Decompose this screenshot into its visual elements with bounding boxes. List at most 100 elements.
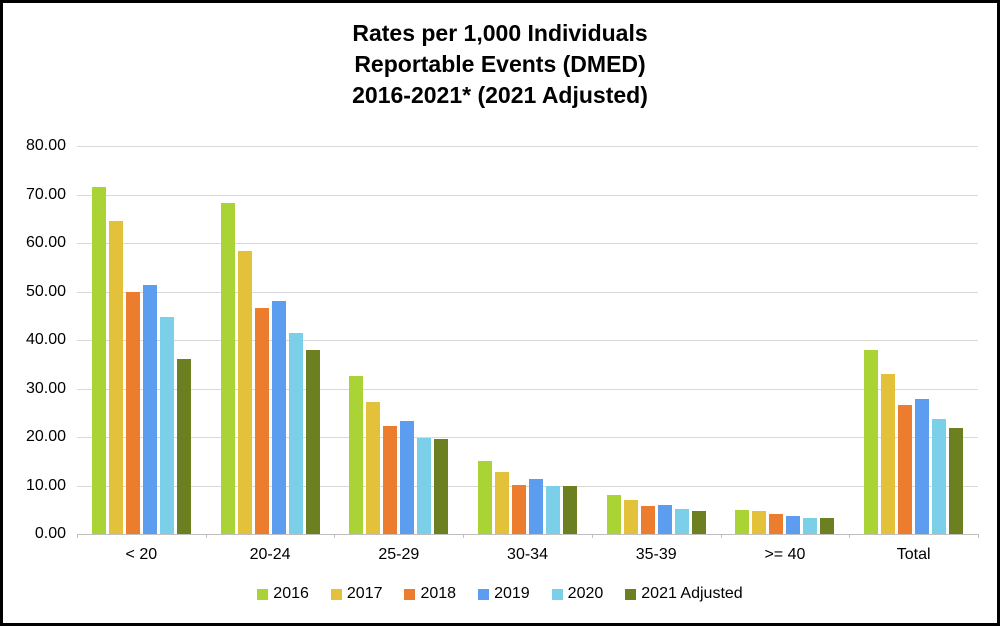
bar-2017-total [881, 373, 896, 534]
bar-2020-25-29 [417, 437, 432, 534]
bar-2019-20 [142, 284, 157, 534]
y-axis-label: 20.00 [25, 428, 66, 445]
bar-2018-25-29 [383, 425, 398, 534]
bar-2019-40 [786, 515, 801, 534]
bar-2021-adjusted-25-29 [434, 439, 449, 534]
y-axis-label: 70.00 [25, 185, 66, 203]
bar-2021-adjusted-20 [176, 359, 191, 534]
gridline [77, 340, 978, 341]
bar-2018-40 [769, 513, 784, 534]
bar-2016-20-24 [220, 203, 235, 534]
bar-2017-25-29 [366, 402, 381, 534]
bar-2021-adjusted-30-34 [563, 485, 577, 534]
bar-2020-40 [803, 518, 818, 534]
x-axis-tick [463, 534, 465, 538]
bar-2016-35-39 [606, 494, 621, 534]
bar-2017-20 [108, 221, 123, 534]
legend-item-2021-adjusted: 2021 Adjusted [625, 585, 743, 603]
gridline [77, 291, 978, 293]
x-axis-tick [978, 534, 979, 538]
x-axis-tick [720, 534, 722, 538]
bar-2016-20 [91, 187, 106, 534]
chart-title-line-3: 2016-2021* (2021 Adjusted) [352, 82, 648, 108]
gridline [77, 146, 978, 147]
x-axis-label: 25-29 [378, 546, 420, 563]
bar-2017-40 [752, 510, 767, 534]
gridline [77, 437, 978, 438]
y-axis-label: 40.00 [25, 331, 66, 348]
gridline [77, 243, 978, 244]
bar-2019-25-29 [400, 420, 415, 534]
bar-2018-20 [125, 292, 140, 534]
chart-title-line-2: Reportable Events (DMED) [354, 51, 646, 77]
x-axis-line [77, 534, 978, 535]
bar-2016-40 [735, 509, 750, 534]
legend-item-2018: 2018 [404, 585, 456, 603]
y-axis-label: 80.00 [25, 137, 66, 154]
y-axis-label: 30.00 [25, 379, 66, 397]
bar-2021-adjusted-20-24 [305, 350, 320, 534]
bar-2018-20-24 [254, 308, 269, 534]
gridline [77, 388, 978, 390]
legend-swatch-icon [625, 588, 637, 600]
legend-label: 2019 [494, 585, 530, 602]
bar-2020-total [932, 419, 947, 534]
legend-label: 2020 [567, 585, 604, 602]
bar-2016-30-34 [478, 460, 492, 534]
bar-2017-30-34 [495, 471, 509, 534]
x-axis-label: < 20 [125, 546, 158, 563]
bar-2017-20-24 [237, 250, 252, 534]
legend-label: 2016 [273, 585, 309, 602]
gridline [77, 485, 978, 487]
x-axis-label: >= 40 [764, 546, 806, 563]
legend-item-2017: 2017 [330, 585, 383, 603]
bar-2019-30-34 [529, 478, 543, 534]
x-axis-label: Total [896, 546, 931, 563]
y-axis-label: 10.00 [25, 476, 66, 494]
x-axis-label: 30-34 [507, 546, 548, 563]
legend-swatch-icon [404, 588, 416, 600]
x-axis-tick [77, 534, 78, 538]
legend-swatch-icon [330, 588, 342, 600]
y-axis-label: 0.00 [34, 525, 66, 542]
x-axis-tick [334, 534, 336, 538]
legend-item-2020: 2020 [551, 585, 604, 603]
bar-2020-20-24 [288, 333, 303, 534]
plot-area: 80.00 70.00 60.00 50.00 40.00 30.00 20.00 10.00… [3, 3, 997, 623]
bar-2020-20 [159, 317, 174, 534]
bar-2021-adjusted-35-39 [691, 511, 706, 534]
chart-title-line-1: Rates per 1,000 Individuals [352, 20, 648, 46]
legend-item-2019: 2019 [478, 585, 530, 603]
bar-2018-35-39 [640, 506, 655, 534]
x-axis-label: 20-24 [249, 546, 291, 563]
legend-label: 2017 [346, 585, 383, 602]
legend-swatch-icon [551, 588, 563, 600]
x-axis-tick [591, 534, 593, 538]
bar-2019-total [915, 399, 930, 534]
legend-label: 2018 [420, 585, 457, 602]
bar-2017-35-39 [623, 500, 638, 534]
x-axis-tick [849, 534, 851, 538]
gridline [77, 194, 978, 196]
x-axis-label: 35-39 [635, 546, 677, 563]
x-axis-tick [205, 534, 207, 538]
y-axis-label: 50.00 [25, 282, 66, 300]
y-axis-label: 60.00 [25, 234, 66, 251]
legend-item-2016: 2016 [257, 585, 309, 603]
bar-2021-adjusted-total [949, 427, 964, 534]
bar-2020-35-39 [674, 509, 689, 534]
bar-2019-35-39 [657, 504, 672, 534]
bar-2018-30-34 [512, 484, 526, 534]
bar-2021-adjusted-40 [820, 517, 835, 534]
legend-label: 2021 Adjusted [641, 585, 743, 602]
legend-swatch-icon [478, 588, 490, 600]
legend-swatch-icon [257, 588, 269, 600]
legend: 2016 2017 2018 2019 2020 2021 Adjusted [3, 585, 997, 603]
bar-2018-total [898, 404, 913, 534]
bar-2016-25-29 [349, 376, 364, 534]
bar-2016-total [864, 350, 879, 534]
bar-2019-20-24 [271, 300, 286, 534]
chart-title: Rates per 1,000 Individuals Reportable E… [3, 18, 997, 111]
bar-2020-30-34 [546, 486, 560, 534]
